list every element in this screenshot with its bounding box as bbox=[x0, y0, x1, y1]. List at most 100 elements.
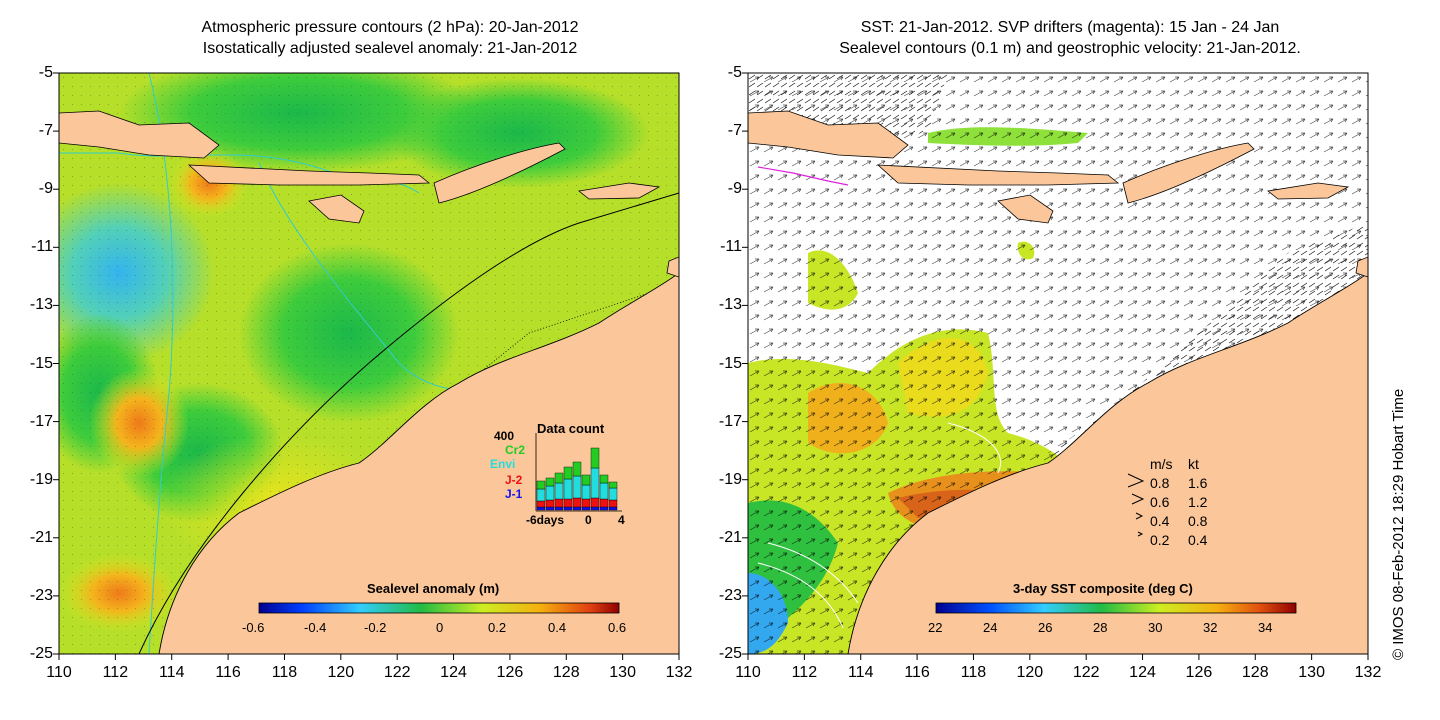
sealevel-colorbar bbox=[258, 602, 620, 614]
longitude-tick-label: 112 bbox=[791, 664, 818, 681]
colorbar-tick: 26 bbox=[1038, 620, 1053, 635]
velocity-ms: 0.4 bbox=[1150, 513, 1170, 529]
longitude-tick-label: 124 bbox=[440, 664, 467, 681]
data-count-inset bbox=[535, 433, 622, 512]
velocity-unit-kt: kt bbox=[1188, 456, 1199, 472]
sst-colorbar bbox=[935, 602, 1297, 614]
sst-colorbar-title: 3-day SST composite (deg C) bbox=[1013, 581, 1193, 596]
colorbar-tick: 30 bbox=[1148, 620, 1163, 635]
longitude-tick-label: 110 bbox=[46, 664, 72, 681]
velocity-legend-header: m/s kt bbox=[1150, 455, 1207, 474]
velocity-legend-row: 0.2 0.4 bbox=[1150, 531, 1207, 550]
velocity-kt: 0.4 bbox=[1188, 532, 1208, 548]
data-count-xlabel-start: -6days bbox=[526, 513, 565, 527]
colorbar-tick: 22 bbox=[928, 620, 943, 635]
colorbar-tick: 34 bbox=[1258, 620, 1273, 635]
longitude-tick-label: 114 bbox=[158, 664, 185, 681]
colorbar-tick: 32 bbox=[1203, 620, 1218, 635]
colorbar-tick: -0.4 bbox=[304, 620, 327, 635]
velocity-kt: 0.8 bbox=[1188, 513, 1208, 529]
latitude-tick-label: -25 bbox=[29, 645, 53, 662]
colorbar-tick: 0.4 bbox=[548, 620, 567, 635]
longitude-tick-label: 116 bbox=[215, 664, 241, 681]
sealevel-anomaly-map bbox=[59, 73, 679, 654]
longitude-tick-label: 128 bbox=[1241, 664, 1269, 681]
latitude-tick-label: -7 bbox=[727, 122, 742, 140]
longitude-tick-label: 114 bbox=[847, 664, 874, 681]
data-count-title: Data count bbox=[537, 421, 605, 436]
right-map-title: SST: 21-Jan-2012. SVP drifters (magenta)… bbox=[740, 17, 1400, 59]
latitude-tick-label: -23 bbox=[29, 586, 53, 604]
latitude-tick-label: -17 bbox=[29, 412, 53, 430]
latitude-tick-label: -5 bbox=[38, 64, 53, 81]
data-count-bar-segment bbox=[599, 474, 609, 484]
velocity-kt: 1.2 bbox=[1188, 494, 1208, 510]
longitude-tick-label: 118 bbox=[271, 664, 298, 681]
mission-j1-label: J-1 bbox=[505, 487, 523, 501]
longitude-tick-label: 132 bbox=[665, 664, 693, 681]
velocity-ms: 0.8 bbox=[1150, 475, 1170, 491]
longitude-tick-label: 110 bbox=[735, 664, 761, 681]
data-count-bar-segment bbox=[536, 480, 546, 490]
longitude-tick-label: 124 bbox=[1129, 664, 1156, 681]
colorbar-tick: -0.6 bbox=[242, 620, 265, 635]
sst-velocity-map bbox=[748, 73, 1368, 654]
velocity-ms: 0.6 bbox=[1150, 494, 1170, 510]
left-map-title: Atmospheric pressure contours (2 hPa): 2… bbox=[60, 17, 720, 59]
latitude-tick-label: -7 bbox=[38, 122, 53, 140]
velocity-unit-ms: m/s bbox=[1150, 456, 1173, 472]
colorbar-tick: 0.6 bbox=[608, 620, 627, 635]
latitude-tick-label: -17 bbox=[718, 412, 742, 430]
data-count-bar-segment bbox=[581, 474, 591, 486]
velocity-ms: 0.2 bbox=[1150, 532, 1170, 548]
latitude-tick-label: -11 bbox=[31, 238, 53, 256]
velocity-legend-arrows bbox=[1127, 473, 1145, 537]
latitude-tick-label: -25 bbox=[718, 645, 742, 662]
longitude-tick-label: 126 bbox=[496, 664, 524, 681]
colorbar-tick: 24 bbox=[983, 620, 998, 635]
latitude-tick-label: -23 bbox=[718, 586, 742, 604]
longitude-tick-label: 120 bbox=[1016, 664, 1044, 681]
latitude-tick-label: -19 bbox=[718, 470, 742, 488]
data-count-scale: 400 bbox=[494, 429, 515, 443]
longitude-tick-label: 128 bbox=[552, 664, 580, 681]
longitude-tick-label: 122 bbox=[1072, 664, 1100, 681]
data-count-bar-segment bbox=[572, 461, 582, 477]
latitude-tick-label: -9 bbox=[727, 180, 742, 198]
latitude-tick-label: -15 bbox=[29, 354, 53, 372]
data-count-bar-segment bbox=[563, 466, 573, 480]
right-title-line2: Sealevel contours (0.1 m) and geostrophi… bbox=[839, 40, 1301, 57]
sealevel-colorbar-ticks: -0.6 -0.4 -0.2 0 0.2 0.4 0.6 bbox=[242, 620, 642, 636]
latitude-tick-label: -13 bbox=[29, 296, 53, 314]
latitude-tick-label: -21 bbox=[29, 528, 53, 546]
sealevel-colorbar-title: Sealevel anomaly (m) bbox=[367, 581, 500, 596]
velocity-legend-row: 0.4 0.8 bbox=[1150, 512, 1207, 531]
latitude-tick-label: -9 bbox=[38, 180, 53, 198]
right-title-line1: SST: 21-Jan-2012. SVP drifters (magenta)… bbox=[860, 19, 1280, 36]
left-title-line2: Isostatically adjusted sealevel anomaly:… bbox=[202, 40, 578, 57]
data-count-bars bbox=[536, 447, 618, 511]
data-count-bar-segment bbox=[545, 477, 555, 487]
latitude-tick-label: -19 bbox=[29, 470, 53, 488]
latitude-tick-label: -11 bbox=[720, 238, 742, 256]
left-title-line1: Atmospheric pressure contours (2 hPa): 2… bbox=[201, 19, 579, 36]
velocity-legend-row: 0.8 1.6 bbox=[1150, 474, 1207, 493]
velocity-legend: m/s kt 0.8 1.6 0.6 1.2 0.4 0.8 0.2 0.4 bbox=[1150, 455, 1207, 550]
longitude-tick-label: 126 bbox=[1185, 664, 1213, 681]
data-count-bar-segment bbox=[554, 472, 564, 484]
latitude-tick-label: -13 bbox=[718, 296, 742, 314]
velocity-kt: 1.6 bbox=[1188, 475, 1208, 491]
longitude-tick-label: 120 bbox=[327, 664, 355, 681]
longitude-tick-label: 116 bbox=[904, 664, 930, 681]
colorbar-tick: -0.2 bbox=[364, 620, 387, 635]
mission-cr2-label: Cr2 bbox=[505, 443, 526, 457]
data-count-bar-segment bbox=[590, 447, 600, 469]
imos-credit: © IMOS 08-Feb-2012 18:29 Hobart Time bbox=[1390, 388, 1407, 660]
longitude-tick-label: 112 bbox=[102, 664, 129, 681]
velocity-legend-row: 0.6 1.2 bbox=[1150, 493, 1207, 512]
latitude-tick-label: -5 bbox=[727, 64, 742, 81]
longitude-tick-label: 130 bbox=[609, 664, 636, 681]
colorbar-tick: 0 bbox=[436, 620, 444, 635]
longitude-tick-label: 118 bbox=[960, 664, 987, 681]
